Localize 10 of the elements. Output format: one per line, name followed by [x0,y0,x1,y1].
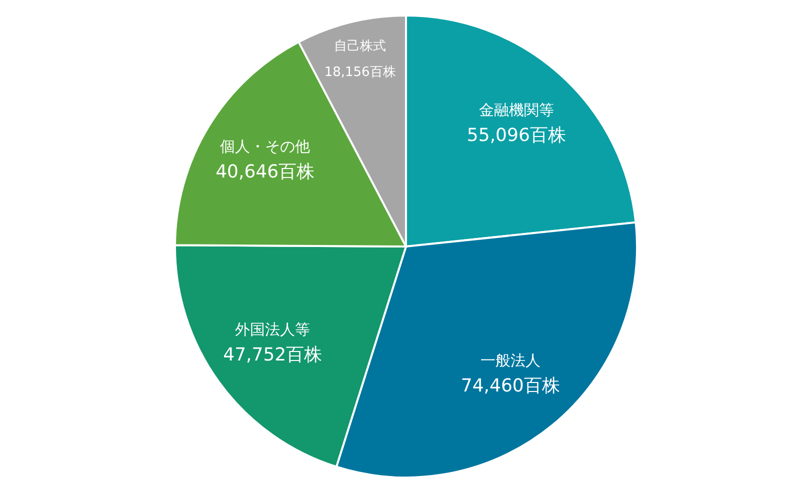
data-label: 47,752百株 [223,344,322,366]
data-label: 40,646百株 [216,162,315,183]
slice-label: 自己株式 [334,39,386,54]
data-label: 18,156百株 [324,65,396,80]
slice-label: 個人・その他 [220,138,310,156]
data-label: 74,460百株 [460,375,560,396]
data-label: 55,096百株 [466,124,566,146]
slice-label: 外国法人等 [235,320,310,339]
slice-label: 金融機関等 [478,100,554,119]
slice-label: 一般法人 [480,351,540,370]
